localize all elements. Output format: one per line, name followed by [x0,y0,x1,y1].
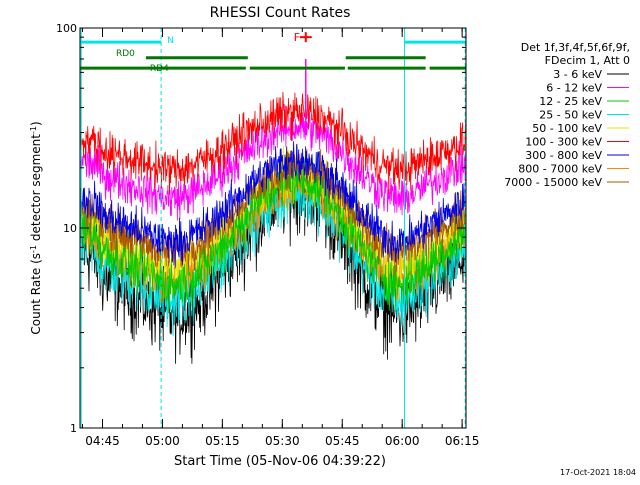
y-axis-label-sup1: -1 [29,245,38,253]
x-tick-label: 04:45 [85,434,120,448]
legend-header-1: Det 1f,3f,4f,5f,6f,9f, [521,41,630,54]
timestamp: 17-Oct-2021 18:04 [560,468,636,477]
legend-label: 12 - 25 keV [539,95,602,108]
legend: Det 1f,3f,4f,5f,6f,9f, FDecim 1, Att 0 3… [504,41,630,189]
y-tick-label: 100 [56,22,77,35]
x-tick-label: 06:15 [445,434,480,448]
legend-label: 6 - 12 keV [546,82,602,95]
legend-header-2: FDecim 1, Att 0 [545,54,630,67]
legend-label: 100 - 300 keV [525,136,602,149]
y-tick-label: 1 [70,422,77,435]
x-tick-label: 05:00 [145,434,180,448]
chart-title: RHESSI Count Rates [210,5,351,21]
legend-label: 25 - 50 keV [539,109,602,122]
series-7000-15000keV-line [80,143,466,277]
series-6-12keV-line [80,105,466,221]
legend-label: 800 - 7000 keV [518,163,602,176]
x-tick-label: 05:15 [205,434,240,448]
rd-label-0: RD0 [116,49,135,59]
y-axis-label-end: ) [29,121,43,126]
legend-label: 3 - 6 keV [553,68,602,81]
legend-label: 300 - 800 keV [525,149,602,162]
y-axis-label: Count Rate (s-1 detector segment-1) [29,121,43,334]
rd-label-1: RD4 [150,64,169,74]
night-label: N [167,36,174,46]
y-axis-label-mid: detector segment [29,134,43,245]
x-tick-label: 06:00 [385,434,420,448]
legend-label: 7000 - 15000 keV [504,176,602,189]
x-tick-label: 05:30 [265,434,300,448]
y-axis-label-sup2: -1 [29,126,38,134]
y-tick-label: 10 [63,222,77,235]
axis-layer: 1 10 100 04:45 05:00 05:15 05:30 05:45 06:00 06:1… [56,22,479,448]
x-tick-label: 05:45 [325,434,360,448]
series-300-800keV-line [80,141,466,268]
x-axis-label: Start Time (05-Nov-06 04:39:22) [174,454,386,469]
series-100-300keV-line [80,91,466,195]
series-layer [80,91,466,364]
flare-label: F [294,31,300,44]
legend-label: 50 - 100 keV [532,122,602,135]
y-axis-label-main: Count Rate (s [29,253,43,335]
